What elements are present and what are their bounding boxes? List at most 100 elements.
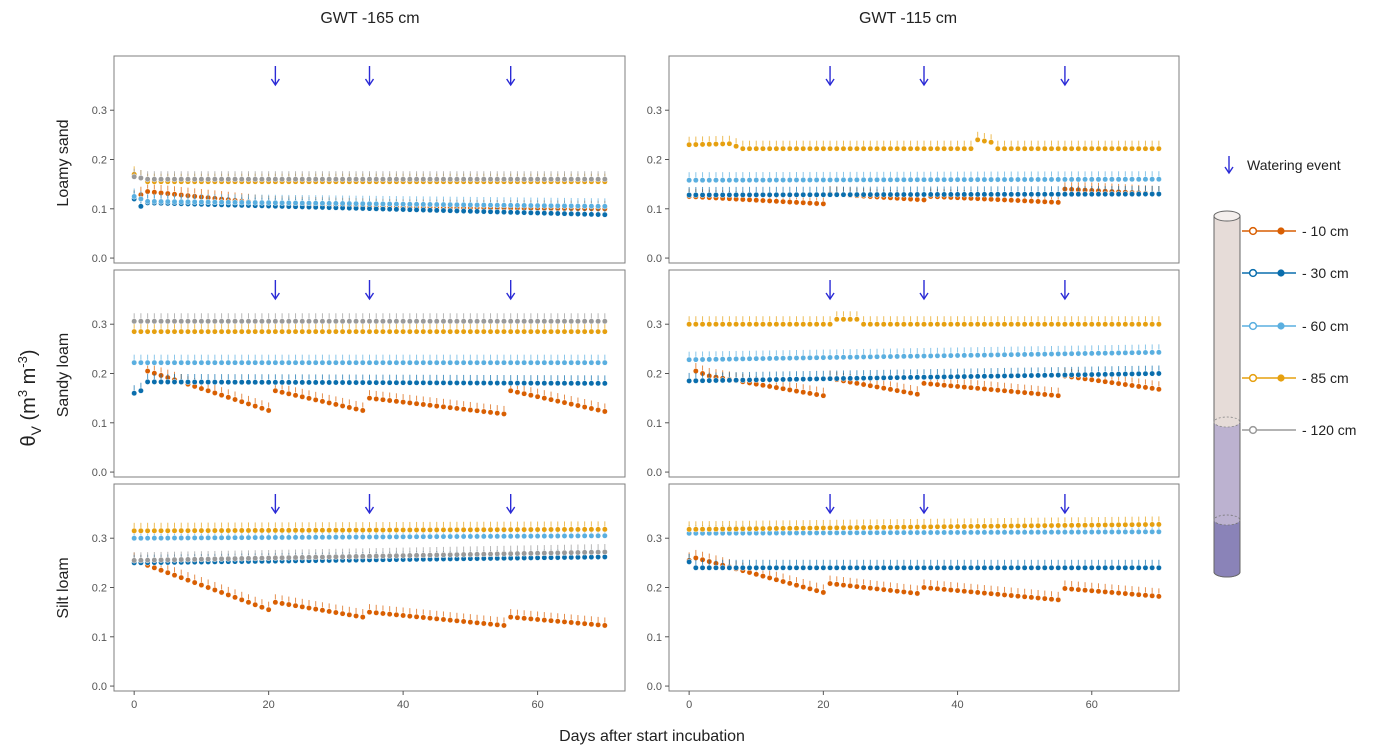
data-point (961, 176, 968, 183)
data-point (974, 176, 981, 183)
legend-label: - 120 cm (1302, 422, 1356, 438)
data-point (185, 318, 191, 325)
data-point (527, 526, 534, 533)
data-point (900, 176, 907, 183)
data-point (453, 207, 460, 214)
legend-marker-open (1248, 226, 1258, 236)
data-point (272, 554, 279, 561)
data-point (954, 191, 961, 198)
data-point (1155, 386, 1162, 393)
data-point (373, 395, 380, 402)
data-point (713, 191, 719, 198)
data-point (306, 527, 312, 534)
data-point (726, 564, 733, 571)
data-point (813, 176, 820, 183)
data-point (339, 553, 346, 560)
data-point (386, 533, 393, 540)
data-point (507, 209, 514, 216)
data-point (719, 321, 726, 328)
data-point (981, 138, 988, 144)
data-point (548, 526, 554, 533)
data-point (1135, 564, 1142, 571)
data-point (827, 529, 834, 536)
data-point (507, 526, 514, 533)
data-point (739, 321, 746, 328)
data-point (474, 176, 481, 183)
data-point (326, 176, 333, 183)
data-point (773, 145, 780, 152)
data-point (1021, 176, 1028, 183)
data-point (1102, 522, 1109, 528)
data-point (366, 379, 373, 386)
data-point (968, 523, 974, 530)
data-point (198, 556, 205, 563)
legend-item: - 85 cm (1242, 370, 1349, 386)
data-point (1014, 372, 1021, 379)
data-point (319, 607, 326, 614)
data-point (561, 318, 568, 325)
data-point (501, 209, 507, 216)
data-point (258, 527, 265, 534)
data-point (1135, 528, 1142, 535)
data-point (887, 564, 894, 571)
watering-arrow-head (919, 78, 929, 87)
data-point (151, 198, 158, 205)
data-point (867, 585, 874, 592)
data-point (420, 552, 427, 559)
data-point (312, 379, 319, 386)
data-point (1122, 381, 1129, 388)
data-point (1082, 522, 1089, 529)
data-point (595, 621, 602, 628)
data-point (312, 554, 319, 561)
data-point (833, 176, 840, 183)
data-point (954, 523, 961, 530)
data-point (460, 406, 467, 413)
data-point (833, 191, 840, 198)
data-point (440, 379, 447, 386)
data-point (914, 529, 921, 536)
data-point (514, 533, 521, 540)
data-point (534, 202, 541, 209)
data-point (440, 207, 447, 214)
data-point (346, 527, 353, 534)
data-point (171, 556, 178, 563)
data-point (346, 611, 353, 618)
x-tick-label: 0 (131, 699, 137, 711)
data-point (326, 553, 333, 560)
data-point (460, 201, 467, 208)
data-point (386, 318, 393, 325)
data-point (379, 206, 386, 212)
row-label-sandy-loam: Sandy loam (55, 333, 72, 418)
panel-1: 0.00.10.20.3 (92, 55, 626, 265)
y-tick-label: 0.3 (92, 533, 107, 545)
data-point (386, 379, 393, 386)
data-point (218, 555, 225, 562)
data-point (1055, 321, 1062, 328)
data-point (514, 176, 521, 183)
data-point (299, 318, 306, 325)
data-point (332, 609, 339, 616)
data-point (1041, 198, 1048, 205)
data-point (941, 145, 948, 152)
data-point (1061, 564, 1068, 571)
data-point (719, 526, 726, 532)
data-point (285, 359, 292, 366)
data-point (1041, 191, 1048, 198)
data-point (813, 564, 820, 571)
panel-3: 0.00.10.20.3 (92, 269, 626, 479)
data-point (947, 529, 954, 536)
data-point (847, 529, 854, 536)
data-point (968, 384, 974, 391)
legend-marker-filled (1277, 374, 1285, 382)
data-point (568, 380, 575, 387)
data-point (1048, 351, 1055, 357)
data-point (719, 191, 726, 198)
watering-event-legend: Watering event (1224, 156, 1341, 175)
data-point (773, 198, 780, 205)
data-point (561, 618, 568, 625)
data-point (961, 373, 968, 380)
y-tick-label: 0.3 (92, 319, 107, 331)
data-point (144, 359, 151, 366)
data-point (393, 359, 400, 366)
